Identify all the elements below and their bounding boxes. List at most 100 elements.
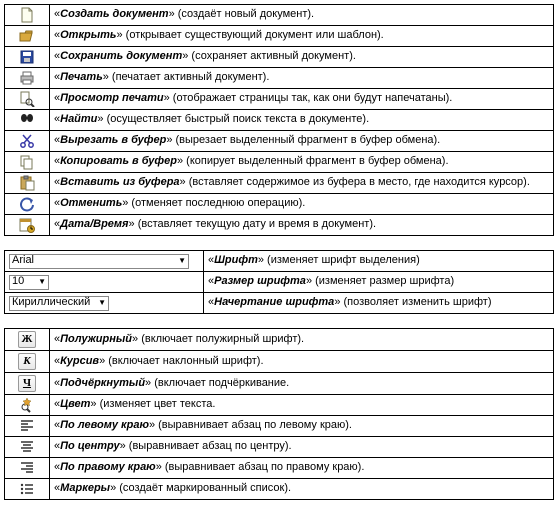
chevron-down-icon: ▼ <box>178 257 186 265</box>
underline-btn-icon: Ч <box>5 373 50 395</box>
print-icon <box>5 68 50 89</box>
table-row: «Цвет» (изменяет цвет текста. <box>5 395 554 416</box>
description-cell: «Курсив» (включает наклонный шрифт). <box>50 351 554 373</box>
desc: (выравнивает абзац по левому краю). <box>155 419 352 431</box>
term: Печать <box>60 71 103 83</box>
desc: (осуществляет быстрый поиск текста в док… <box>104 113 370 125</box>
bullets-icon <box>5 479 50 500</box>
term: Курсив <box>60 355 99 367</box>
desc: (сохраняет активный документ). <box>188 50 356 62</box>
icon-reference-table-1: «Создать документ» (создаёт новый докуме… <box>4 4 554 236</box>
font-name-dropdown[interactable]: Arial ▼ <box>9 254 189 269</box>
description-cell: «Полужирный» (включает полужирный шрифт)… <box>50 329 554 351</box>
table-row: «Сохранить документ» (сохраняет активный… <box>5 47 554 68</box>
description-cell: «Открыть» (открывает существующий докуме… <box>50 26 554 47</box>
desc: (выравнивает абзац по центру). <box>126 440 292 452</box>
term: По левому краю <box>60 419 149 431</box>
desc: (открывает существующий документ или шаб… <box>123 29 384 41</box>
desc: (вырезает выделенный фрагмент в буфер об… <box>172 134 440 146</box>
table-row: Кириллический ▼ «Начертание шрифта» (позво… <box>5 293 554 314</box>
control-cell: Arial ▼ <box>5 251 204 272</box>
term: Маркеры <box>60 482 110 494</box>
description-cell: «Маркеры» (создаёт маркированный список)… <box>50 479 554 500</box>
table-row: Ж«Полужирный» (включает полужирный шрифт… <box>5 329 554 351</box>
desc: (отменяет последнюю операцию). <box>128 197 305 209</box>
table-row: «Создать документ» (создаёт новый докуме… <box>5 5 554 26</box>
desc: (создаёт маркированный список). <box>116 482 291 494</box>
bold-btn-icon: Ж <box>5 329 50 351</box>
save-icon <box>5 47 50 68</box>
copy-icon <box>5 152 50 173</box>
description-cell: «Вставить из буфера» (вставляет содержим… <box>50 173 554 194</box>
desc: (отображает страницы так, как они будут … <box>170 92 453 104</box>
cut-icon <box>5 131 50 152</box>
dropdown-value: Arial <box>12 254 174 267</box>
table-row: Ч«Подчёркнутый» (включает подчёркивание. <box>5 373 554 395</box>
table-row: «Вставить из буфера» (вставляет содержим… <box>5 173 554 194</box>
desc: (создаёт новый документ). <box>175 8 314 20</box>
desc: (вставляет содержимое из буфера в место,… <box>186 176 530 188</box>
align-center-icon <box>5 437 50 458</box>
description-cell: «Начертание шрифта» (позволяет изменить … <box>204 293 554 314</box>
term: Отменить <box>60 197 122 209</box>
align-right-icon <box>5 458 50 479</box>
term: Копировать в буфер <box>60 155 177 167</box>
term: Вырезать в буфер <box>60 134 166 146</box>
table-row: «Печать» (печатает активный документ). <box>5 68 554 89</box>
term: Подчёркнутый <box>60 377 145 389</box>
term: Сохранить документ <box>60 50 182 62</box>
table-row: Arial ▼ «Шрифт» (изменяет шрифт выделения) <box>5 251 554 272</box>
find-icon <box>5 110 50 131</box>
description-cell: «Найти» (осуществляет быстрый поиск текс… <box>50 110 554 131</box>
description-cell: «Дата/Время» (вставляет текущую дату и в… <box>50 215 554 236</box>
datetime-icon <box>5 215 50 236</box>
term: Начертание шрифта <box>214 296 334 308</box>
table-row: «Вырезать в буфер» (вырезает выделенный … <box>5 131 554 152</box>
desc: (копирует выделенный фрагмент в буфер об… <box>183 155 448 167</box>
description-cell: «Шрифт» (изменяет шрифт выделения) <box>204 251 554 272</box>
table-row: «Просмотр печати» (отображает страницы т… <box>5 89 554 110</box>
table-row: «Дата/Время» (вставляет текущую дату и в… <box>5 215 554 236</box>
table-row: «Открыть» (открывает существующий докуме… <box>5 26 554 47</box>
table-row: «Копировать в буфер» (копирует выделенны… <box>5 152 554 173</box>
term: Вставить из буфера <box>60 176 179 188</box>
term: Цвет <box>60 398 90 410</box>
dropdown-value: 10 <box>12 275 34 288</box>
dropdown-value: Кириллический <box>12 296 94 309</box>
font-size-dropdown[interactable]: 10▼ <box>9 275 49 290</box>
desc: (изменяет цвет текста. <box>97 398 216 410</box>
desc: (печатает активный документ). <box>109 71 270 83</box>
description-cell: «По центру» (выравнивает абзац по центру… <box>50 437 554 458</box>
term: Открыть <box>60 29 116 41</box>
table-row: «По правому краю» (выравнивает абзац по … <box>5 458 554 479</box>
font-controls-table: Arial ▼ «Шрифт» (изменяет шрифт выделения)… <box>4 250 554 314</box>
open-icon <box>5 26 50 47</box>
description-cell: «По правому краю» (выравнивает абзац по … <box>50 458 554 479</box>
description-cell: «Вырезать в буфер» (вырезает выделенный … <box>50 131 554 152</box>
control-cell: Кириллический ▼ <box>5 293 204 314</box>
chevron-down-icon: ▼ <box>98 299 106 307</box>
table-row: «Отменить» (отменяет последнюю операцию)… <box>5 194 554 215</box>
table-row: «Найти» (осуществляет быстрый поиск текс… <box>5 110 554 131</box>
align-left-icon <box>5 416 50 437</box>
desc: (изменяет размер шрифта) <box>312 275 454 287</box>
font-charset-dropdown[interactable]: Кириллический ▼ <box>9 296 109 311</box>
undo-icon <box>5 194 50 215</box>
table-row: К«Курсив» (включает наклонный шрифт). <box>5 351 554 373</box>
new-doc-icon <box>5 5 50 26</box>
description-cell: «Печать» (печатает активный документ). <box>50 68 554 89</box>
term: Шрифт <box>214 254 258 266</box>
term: Создать документ <box>60 8 168 20</box>
term: По правому краю <box>60 461 156 473</box>
term: Найти <box>60 113 97 125</box>
desc: (позволяет изменить шрифт) <box>340 296 491 308</box>
description-cell: «Подчёркнутый» (включает подчёркивание. <box>50 373 554 395</box>
desc: (изменяет шрифт выделения) <box>264 254 420 266</box>
description-cell: «Создать документ» (создаёт новый докуме… <box>50 5 554 26</box>
term: По центру <box>60 440 119 452</box>
table-row: 10▼ «Размер шрифта» (изменяет размер шриф… <box>5 272 554 293</box>
description-cell: «Размер шрифта» (изменяет размер шрифта) <box>204 272 554 293</box>
description-cell: «Сохранить документ» (сохраняет активный… <box>50 47 554 68</box>
desc: (включает подчёркивание. <box>151 377 289 389</box>
table-row: «По левому краю» (выравнивает абзац по л… <box>5 416 554 437</box>
